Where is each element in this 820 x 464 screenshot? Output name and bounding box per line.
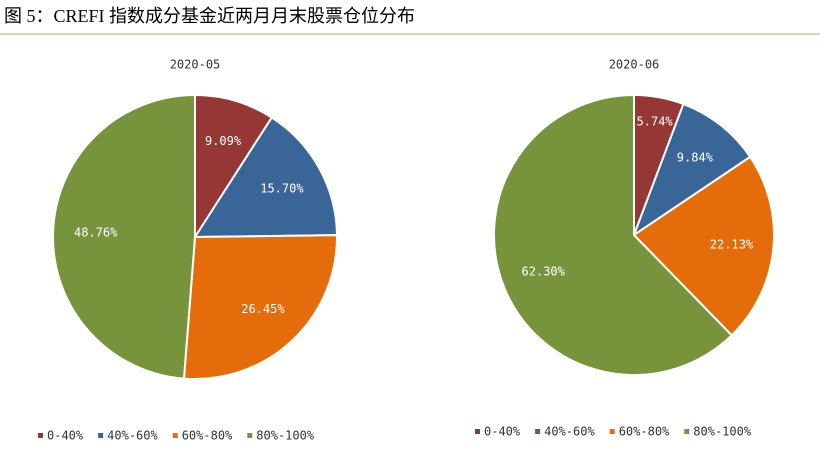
legend-label: 60%-80% xyxy=(182,429,233,443)
legend-label: 60%-80% xyxy=(619,425,670,439)
figure-title: 图 5：CREFI 指数成分基金近两月月末股票仓位分布 xyxy=(4,6,415,26)
data-label: 15.70% xyxy=(260,181,304,195)
data-label: 22.13% xyxy=(710,238,754,252)
data-label: 5.74% xyxy=(637,115,674,129)
chart-title: 2020-06 xyxy=(609,58,660,72)
legend-marker xyxy=(475,429,480,434)
legend-label: 0-40% xyxy=(484,425,521,439)
pie-slice xyxy=(193,116,339,239)
data-label: 26.45% xyxy=(241,302,285,316)
legend-label: 0-40% xyxy=(47,429,84,443)
legend-marker xyxy=(98,433,104,438)
legend-marker xyxy=(172,433,178,438)
legend-label: 80%-100% xyxy=(693,425,752,439)
pie-slice xyxy=(632,155,775,337)
legend-label: 40%-60% xyxy=(107,429,158,443)
legend-label: 40%-60% xyxy=(544,425,595,439)
pie-slice xyxy=(493,93,734,376)
data-label: 48.76% xyxy=(74,226,118,240)
data-label: 9.84% xyxy=(677,151,714,165)
legend-marker xyxy=(247,433,253,438)
legend-marker xyxy=(609,429,615,434)
data-label: 9.09% xyxy=(205,134,242,148)
pie-slice xyxy=(182,234,338,380)
pie-slice xyxy=(631,102,752,238)
legend-marker xyxy=(684,429,690,434)
legend-label: 80%-100% xyxy=(256,429,315,443)
chart-title: 2020-05 xyxy=(170,58,221,72)
pie-slice xyxy=(52,93,196,380)
legend-marker xyxy=(535,429,541,434)
pie-slice xyxy=(194,93,274,241)
legend-marker xyxy=(38,433,43,438)
data-label: 62.30% xyxy=(522,264,566,278)
